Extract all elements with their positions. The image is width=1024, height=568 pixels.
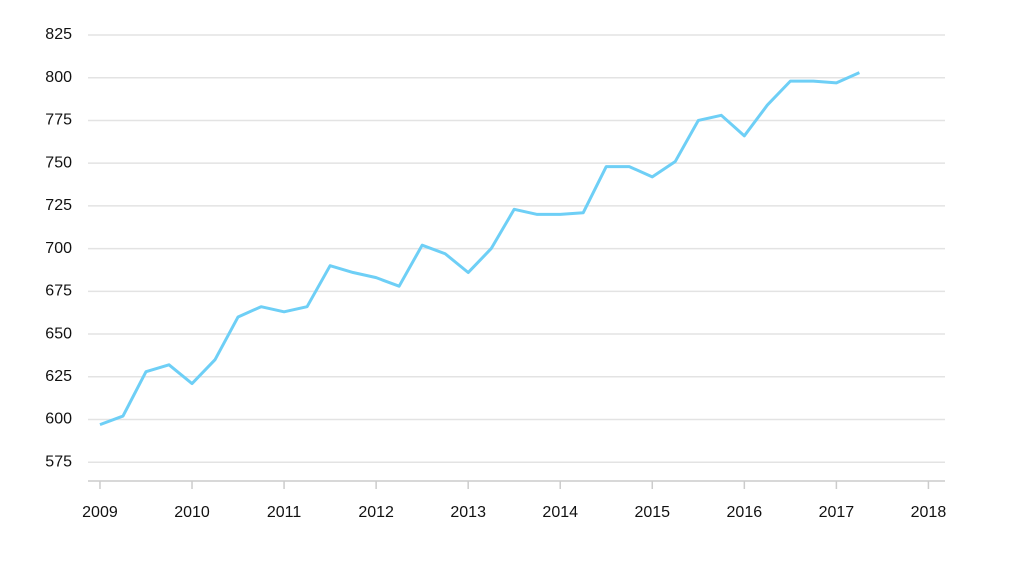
x-tick-label: 2015 bbox=[634, 504, 670, 521]
x-tick-label: 2017 bbox=[819, 504, 855, 521]
y-tick-label: 750 bbox=[45, 154, 72, 171]
y-tick-label: 800 bbox=[45, 69, 72, 86]
y-tick-label: 725 bbox=[45, 197, 72, 214]
x-tick-label: 2010 bbox=[174, 504, 210, 521]
y-tick-label: 825 bbox=[45, 26, 72, 43]
y-tick-label: 625 bbox=[45, 368, 72, 385]
data-line bbox=[99, 71, 861, 427]
y-tick-label: 700 bbox=[45, 240, 72, 257]
x-tick-label: 2012 bbox=[358, 504, 394, 521]
x-tick-label: 2018 bbox=[911, 504, 947, 521]
x-tick-label: 2013 bbox=[450, 504, 486, 521]
y-tick-label: 600 bbox=[45, 411, 72, 428]
y-tick-label: 675 bbox=[45, 283, 72, 300]
y-tick-label: 650 bbox=[45, 325, 72, 342]
x-tick-label: 2014 bbox=[542, 504, 578, 521]
x-tick-label: 2011 bbox=[267, 504, 302, 521]
x-tick-label: 2009 bbox=[82, 504, 118, 521]
y-tick-label: 775 bbox=[45, 112, 72, 129]
y-tick-label: 575 bbox=[45, 453, 72, 470]
x-tick-label: 2016 bbox=[727, 504, 763, 521]
